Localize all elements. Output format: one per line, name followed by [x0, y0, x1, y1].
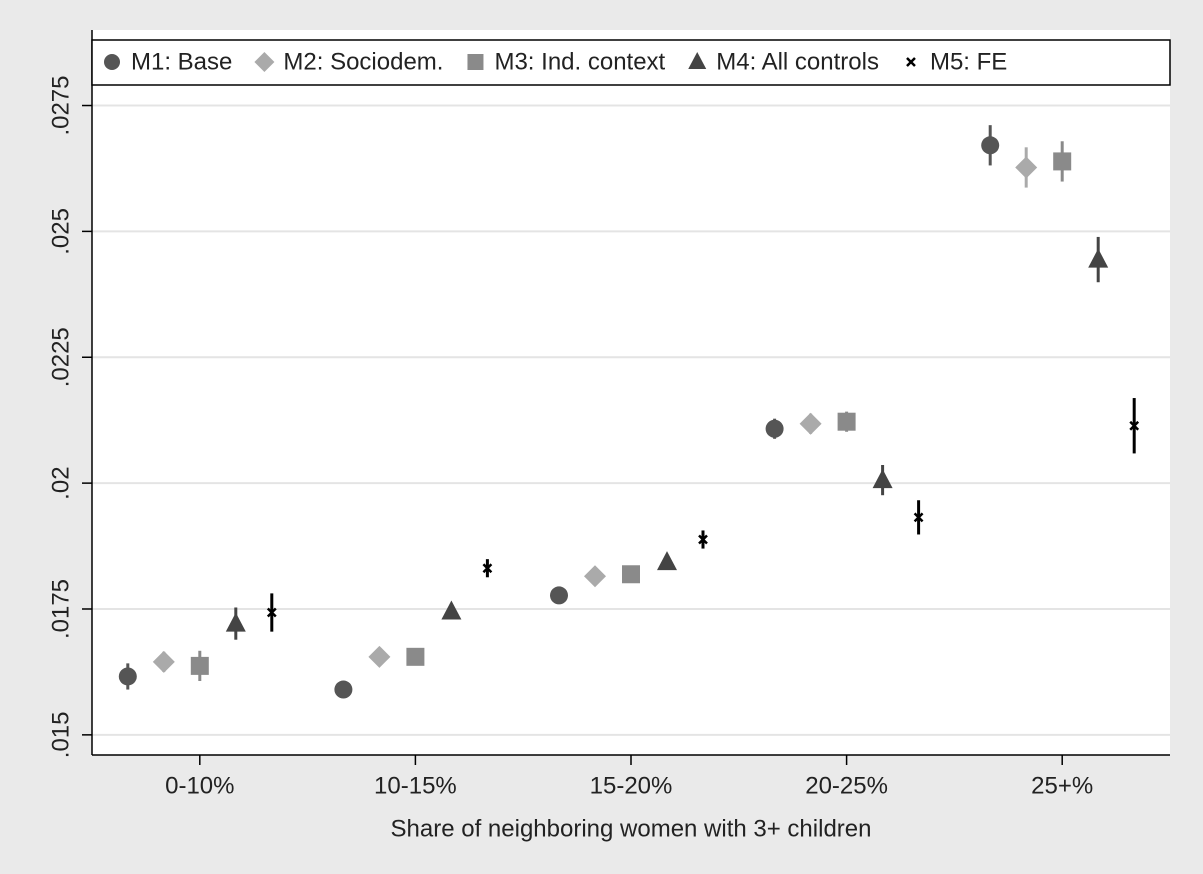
x-tick-label: 20-25% [805, 772, 888, 799]
legend-label: M1: Base [131, 48, 232, 75]
marker [872, 469, 893, 489]
legend-label: M3: Ind. context [494, 48, 665, 75]
marker [1053, 152, 1072, 171]
marker [906, 57, 916, 67]
x-tick-label: 0-10% [165, 772, 234, 799]
marker [688, 52, 707, 69]
y-tick-label: .0225 [47, 327, 74, 387]
marker [981, 136, 1000, 155]
y-tick-label: .0175 [47, 579, 74, 639]
marker [913, 512, 924, 523]
marker [118, 667, 137, 686]
legend-label: M2: Sociodem. [283, 48, 443, 75]
y-tick-label: .0275 [47, 75, 74, 135]
marker [482, 563, 493, 574]
marker [657, 551, 677, 571]
marker [104, 54, 120, 70]
x-tick-label: 10-15% [374, 772, 457, 799]
marker [441, 600, 462, 620]
marker [467, 54, 484, 70]
marker [1088, 248, 1109, 268]
marker [698, 534, 708, 545]
marker [266, 607, 277, 618]
marker [368, 645, 391, 668]
y-tick-label: .025 [47, 208, 74, 255]
legend: M1: Base M2: Sociodem. M3: Ind. context M4:… [91, 39, 1171, 86]
marker [622, 565, 640, 584]
x-tick-label: 25+% [1031, 772, 1093, 799]
marker [837, 412, 856, 431]
marker [334, 680, 353, 699]
x-axis-title: Share of neighboring women with 3+ child… [391, 815, 872, 842]
x-tick-label: 15-20% [590, 772, 673, 799]
marker [1015, 156, 1038, 179]
y-tick-label: .015 [47, 712, 74, 759]
marker [225, 612, 246, 632]
plot-area [92, 30, 1170, 755]
marker [550, 586, 568, 605]
legend-label: M5: FE [930, 48, 1007, 75]
y-tick-label: .02 [47, 466, 74, 499]
marker [584, 565, 606, 588]
marker [799, 412, 822, 435]
marker [406, 647, 425, 666]
legend-label: M4: All controls [716, 48, 879, 75]
marker [765, 419, 784, 438]
marker [1129, 420, 1140, 431]
marker [152, 650, 175, 673]
marker [254, 52, 275, 72]
marker [190, 656, 209, 675]
